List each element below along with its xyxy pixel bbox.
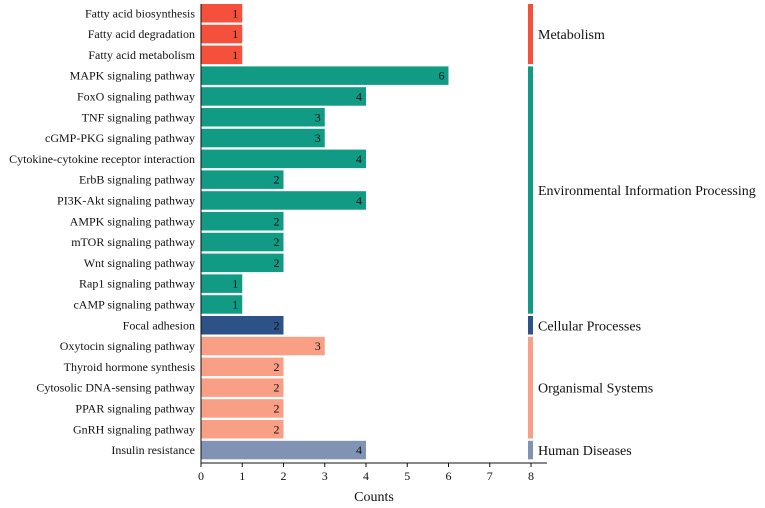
value-label-fatty-acid-degradation: 1 (232, 27, 238, 41)
category-label-fatty-acid-biosynthesis: Fatty acid biosynthesis (85, 6, 195, 20)
value-label-fatty-acid-metabolism: 1 (232, 48, 238, 62)
value-label-thyroid-hormone-synthesis: 2 (274, 360, 280, 374)
value-label-erbb-signaling-pathway: 2 (274, 173, 280, 187)
bar-ppar-signaling-pathway (201, 399, 284, 418)
x-axis: 0 1 2 3 4 5 6 7 8 (198, 4, 547, 483)
bar-thyroid-hormone-synthesis (201, 357, 284, 377)
category-label-gnrh-signaling-pathway: GnRH signaling pathway (73, 422, 195, 436)
group-strip-layer: Metabolism Environmental Information Proc… (528, 4, 756, 460)
value-label-insulin-resistance: 4 (356, 443, 362, 457)
x-tick-label-2: 2 (281, 469, 287, 483)
value-label-cytokine-cytokine-receptor-interaction: 4 (356, 152, 362, 166)
bar-wnt-signaling-pathway (201, 253, 284, 273)
value-label-mtor-signaling-pathway: 2 (274, 235, 280, 249)
value-label-pi3k-akt-signaling-pathway: 4 (356, 193, 362, 207)
category-label-focal-adhesion: Focal adhesion (123, 318, 195, 332)
group-strip-metabolism (528, 4, 533, 65)
group-label-environmental-information-processing: Environmental Information Processing (538, 184, 756, 199)
group-strip-organismal-systems (528, 336, 533, 439)
x-tick-label-8: 8 (528, 469, 534, 483)
x-tick-label-7: 7 (487, 469, 493, 483)
value-label-cytosolic-dna-sensing-pathway: 2 (274, 381, 280, 395)
value-label-focal-adhesion: 2 (274, 318, 280, 332)
bar-focal-adhesion (201, 316, 284, 335)
value-label-gnrh-signaling-pathway: 2 (274, 422, 280, 436)
category-label-mapk-signaling-pathway: MAPK signaling pathway (70, 69, 195, 83)
category-label-erbb-signaling-pathway: ErbB signaling pathway (79, 173, 195, 187)
bars-layer: Fatty acid biosynthesis 1 Fatty acid degra… (9, 4, 449, 460)
bar-ampk-signaling-pathway (201, 212, 284, 231)
group-label-cellular-processes: Cellular Processes (538, 319, 641, 334)
bar-gnrh-signaling-pathway (201, 420, 284, 439)
bar-cgmp-pkg-signaling-pathway (201, 128, 325, 148)
category-label-cytosolic-dna-sensing-pathway: Cytosolic DNA-sensing pathway (36, 381, 195, 395)
bar-erbb-signaling-pathway (201, 170, 284, 189)
group-strip-environmental-information-processing (528, 66, 533, 314)
x-tick-label-5: 5 (404, 469, 410, 483)
value-label-camp-signaling-pathway: 1 (232, 297, 238, 311)
category-label-pi3k-akt-signaling-pathway: PI3K-Akt signaling pathway (57, 193, 195, 207)
category-label-tnf-signaling-pathway: TNF signaling pathway (82, 110, 195, 124)
bar-camp-signaling-pathway (201, 295, 243, 314)
category-label-insulin-resistance: Insulin resistance (111, 443, 195, 457)
group-strip-human-diseases (528, 440, 533, 460)
category-label-rap1-signaling-pathway: Rap1 signaling pathway (79, 277, 195, 291)
category-label-fatty-acid-degradation: Fatty acid degradation (88, 27, 195, 41)
group-label-human-diseases: Human Diseases (538, 444, 632, 459)
bar-mapk-signaling-pathway (201, 66, 449, 85)
category-label-thyroid-hormone-synthesis: Thyroid hormone synthesis (64, 360, 196, 374)
value-label-oxytocin-signaling-pathway: 3 (315, 339, 321, 353)
bar-fatty-acid-degradation (201, 24, 243, 44)
bar-oxytocin-signaling-pathway (201, 336, 325, 356)
bar-tnf-signaling-pathway (201, 108, 325, 127)
bar-pi3k-akt-signaling-pathway (201, 191, 366, 210)
category-label-oxytocin-signaling-pathway: Oxytocin signaling pathway (60, 339, 195, 353)
value-label-ampk-signaling-pathway: 2 (274, 214, 280, 228)
bar-fatty-acid-metabolism (201, 45, 243, 65)
value-label-cgmp-pkg-signaling-pathway: 3 (315, 131, 321, 145)
value-label-ppar-signaling-pathway: 2 (274, 401, 280, 415)
value-label-foxo-signaling-pathway: 4 (356, 89, 362, 103)
category-label-ppar-signaling-pathway: PPAR signaling pathway (75, 401, 195, 415)
x-tick-label-6: 6 (446, 469, 452, 483)
group-label-metabolism: Metabolism (538, 28, 605, 43)
x-axis-title: Counts (354, 490, 394, 505)
value-label-fatty-acid-biosynthesis: 1 (232, 6, 238, 20)
bar-cytosolic-dna-sensing-pathway (201, 378, 284, 397)
x-tick-label-3: 3 (322, 469, 328, 483)
category-label-cytokine-cytokine-receptor-interaction: Cytokine-cytokine receptor interaction (9, 152, 195, 166)
x-tick-label-0: 0 (198, 469, 204, 483)
bar-insulin-resistance (201, 440, 366, 460)
value-label-mapk-signaling-pathway: 6 (439, 69, 445, 83)
bar-foxo-signaling-pathway (201, 87, 366, 106)
bar-fatty-acid-biosynthesis (201, 4, 243, 23)
category-label-mtor-signaling-pathway: mTOR signaling pathway (71, 235, 195, 249)
group-strip-cellular-processes (528, 316, 533, 335)
bar-rap1-signaling-pathway (201, 274, 243, 293)
value-label-wnt-signaling-pathway: 2 (274, 256, 280, 270)
category-label-camp-signaling-pathway: cAMP signaling pathway (73, 297, 195, 311)
bar-cytokine-cytokine-receptor-interaction (201, 149, 366, 169)
value-label-rap1-signaling-pathway: 1 (232, 277, 238, 291)
category-label-foxo-signaling-pathway: FoxO signaling pathway (77, 89, 195, 103)
category-label-wnt-signaling-pathway: Wnt signaling pathway (84, 256, 195, 270)
category-label-cgmp-pkg-signaling-pathway: cGMP-PKG signaling pathway (45, 131, 195, 145)
x-tick-label-4: 4 (363, 469, 369, 483)
x-tick-label-1: 1 (239, 469, 245, 483)
category-label-ampk-signaling-pathway: AMPK signaling pathway (70, 214, 195, 228)
bar-mtor-signaling-pathway (201, 232, 284, 252)
category-label-fatty-acid-metabolism: Fatty acid metabolism (88, 48, 195, 62)
value-label-tnf-signaling-pathway: 3 (315, 110, 321, 124)
group-label-organismal-systems: Organismal Systems (538, 382, 653, 397)
